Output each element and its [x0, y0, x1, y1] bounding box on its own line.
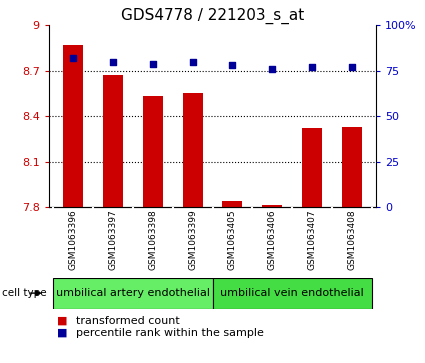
Point	[269, 66, 276, 72]
Text: GSM1063398: GSM1063398	[148, 210, 157, 270]
Text: umbilical artery endothelial: umbilical artery endothelial	[56, 288, 210, 298]
Text: percentile rank within the sample: percentile rank within the sample	[76, 328, 264, 338]
Text: GSM1063396: GSM1063396	[68, 210, 77, 270]
Title: GDS4778 / 221203_s_at: GDS4778 / 221203_s_at	[121, 8, 304, 24]
Text: ■: ■	[57, 315, 68, 326]
Bar	[262, 205, 282, 207]
Text: cell type: cell type	[2, 288, 47, 298]
Bar	[342, 127, 362, 207]
Text: transformed count: transformed count	[76, 315, 180, 326]
Bar	[183, 93, 203, 207]
Text: ■: ■	[57, 328, 68, 338]
Text: GSM1063405: GSM1063405	[228, 210, 237, 270]
Point	[109, 59, 116, 65]
Point	[149, 61, 156, 66]
Bar	[103, 75, 123, 207]
Bar	[302, 128, 322, 207]
Text: GSM1063408: GSM1063408	[348, 210, 357, 270]
Bar	[53, 278, 212, 309]
Bar	[222, 201, 242, 207]
Text: GSM1063399: GSM1063399	[188, 210, 197, 270]
Point	[69, 55, 76, 61]
Point	[189, 59, 196, 65]
Bar	[212, 278, 372, 309]
Bar	[143, 97, 163, 207]
Text: GSM1063397: GSM1063397	[108, 210, 117, 270]
Text: GSM1063407: GSM1063407	[308, 210, 317, 270]
Text: umbilical vein endothelial: umbilical vein endothelial	[221, 288, 364, 298]
Point	[229, 62, 236, 68]
Point	[309, 64, 316, 70]
Text: GSM1063406: GSM1063406	[268, 210, 277, 270]
Bar	[63, 45, 83, 207]
Point	[349, 64, 356, 70]
